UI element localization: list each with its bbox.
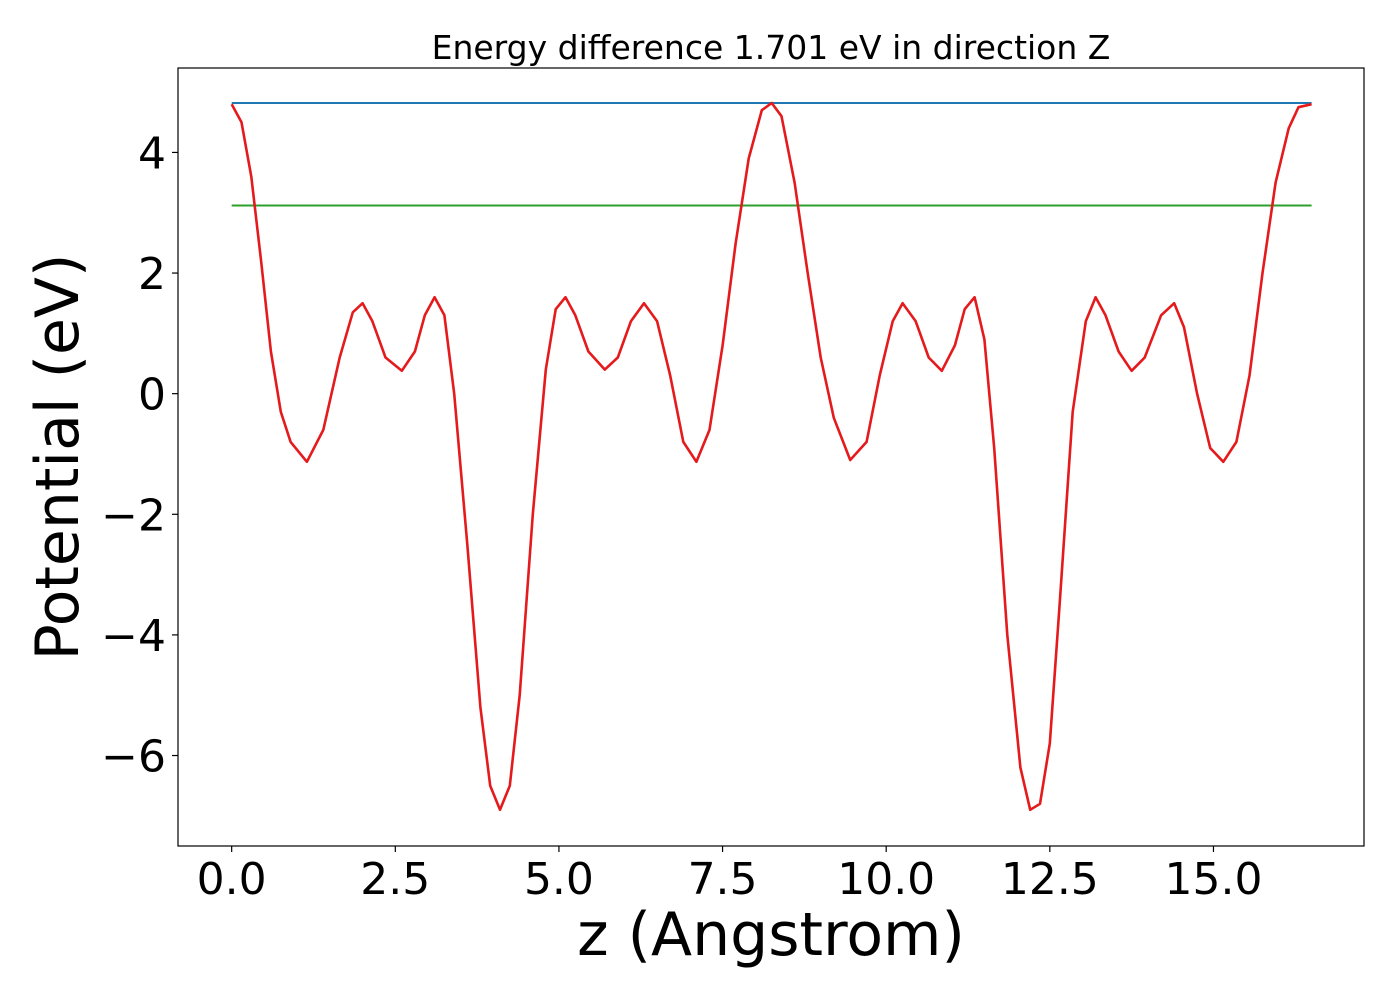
y-tick-label: 4 [138, 128, 166, 179]
y-tick-label: −2 [101, 490, 166, 541]
x-axis: 0.0 2.5 5.0 7.5 10.0 12.5 15.0 [197, 846, 1262, 905]
x-tick-label: 5.0 [524, 854, 594, 905]
x-tick-label: 7.5 [688, 854, 758, 905]
x-tick-label: 0.0 [197, 854, 267, 905]
chart-title: Energy difference 1.701 eV in direction … [432, 28, 1111, 67]
y-tick-label: 0 [138, 370, 166, 421]
series-line-3 [230, 101, 1312, 812]
x-tick-label: 12.5 [1001, 854, 1099, 905]
y-tick-label: −4 [101, 611, 166, 662]
plot-area [230, 101, 1312, 812]
plot-frame [177, 67, 1365, 847]
x-tick-label: 10.0 [837, 854, 935, 905]
y-tick-label: −6 [101, 732, 166, 783]
y-axis-label: Potential (eV) [23, 254, 93, 661]
y-tick-label: 2 [138, 249, 166, 300]
y-axis: 4 2 0 −2 −4 −6 [101, 128, 178, 783]
x-tick-label: 15.0 [1164, 854, 1262, 905]
x-axis-label: z (Angstrom) [577, 900, 965, 970]
x-tick-label: 2.5 [360, 854, 430, 905]
